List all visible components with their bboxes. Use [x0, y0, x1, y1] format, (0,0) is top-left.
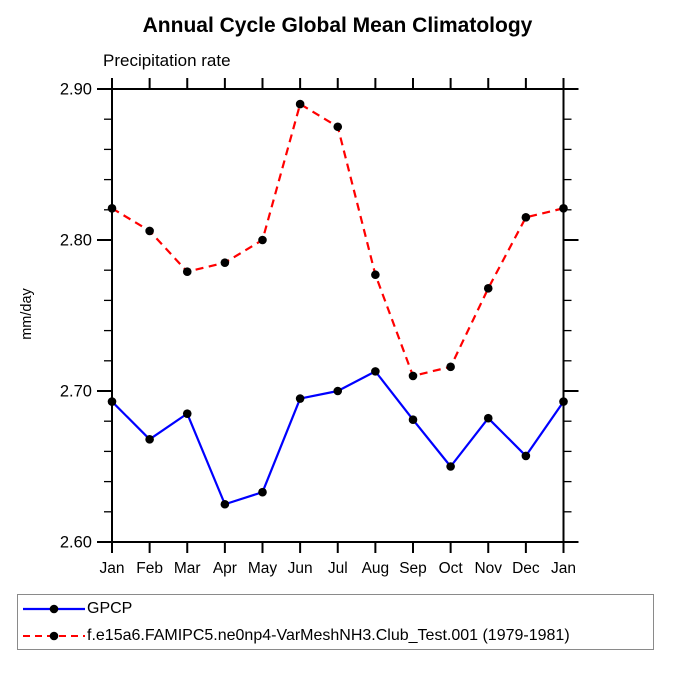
- chart-subtitle: Precipitation rate: [103, 51, 231, 70]
- legend-label-gpcp: GPCP: [87, 599, 133, 617]
- data-point-gpcp: [408, 415, 418, 424]
- data-point-model: [220, 258, 230, 267]
- data-point-model: [333, 122, 343, 132]
- data-point-model: [446, 362, 455, 372]
- x-tick-label: Nov: [474, 560, 502, 577]
- data-point-model: [408, 371, 418, 381]
- x-tick-label: Jul: [328, 560, 348, 577]
- data-point-gpcp: [258, 487, 267, 497]
- x-tick-label: Jan: [100, 560, 125, 577]
- data-point-model: [483, 284, 493, 293]
- y-tick-label: 2.90: [60, 81, 92, 99]
- y-tick-label: 2.60: [60, 534, 92, 552]
- legend-item-model: f.e15a6.FAMIPC5.ne0np4-VarMeshNH3.Club_T…: [18, 624, 653, 648]
- data-point-model: [295, 99, 305, 109]
- x-tick-label: Jun: [288, 560, 313, 577]
- data-point-model: [182, 267, 192, 277]
- data-point-gpcp: [371, 367, 380, 376]
- x-tick-label: Dec: [512, 560, 540, 577]
- plot-area: 2.60 2.70 2.80 2.90 Jan Feb Mar Apr May Jun Jul Aug…: [60, 78, 579, 577]
- data-point-model: [521, 213, 531, 222]
- x-tick-label: May: [248, 560, 278, 577]
- gpcp-sample-marker-icon: [49, 604, 59, 613]
- x-tick-label: Jan: [551, 560, 576, 577]
- data-point-model: [559, 203, 568, 213]
- data-point-gpcp: [145, 435, 154, 444]
- model-line-sample-icon: [23, 631, 85, 640]
- data-point-model: [258, 235, 267, 245]
- data-point-gpcp: [182, 409, 192, 418]
- data-point-gpcp: [521, 451, 531, 461]
- data-point-model: [145, 226, 154, 236]
- x-tick-label: Sep: [399, 560, 427, 577]
- data-point-gpcp: [559, 397, 568, 406]
- x-tick-label: Mar: [174, 560, 201, 577]
- y-tick-label: 2.80: [60, 232, 92, 250]
- data-point-model: [107, 203, 117, 213]
- plot-frame: [111, 88, 565, 543]
- x-tick-label: Aug: [362, 560, 390, 577]
- y-tick-label: 2.70: [60, 383, 92, 401]
- data-point-gpcp: [107, 397, 117, 406]
- data-point-gpcp: [446, 462, 455, 471]
- data-point-gpcp: [220, 499, 230, 509]
- legend-label-model: f.e15a6.FAMIPC5.ne0np4-VarMeshNH3.Club_T…: [87, 626, 570, 644]
- data-point-gpcp: [483, 413, 493, 423]
- data-point-model: [371, 270, 380, 280]
- gpcp-line-sample-icon: [23, 604, 85, 613]
- data-point-gpcp: [295, 394, 305, 403]
- legend-box: GPCP f.e15a6.FAMIPC5.ne0np4-VarMeshNH3.C…: [17, 594, 654, 650]
- chart-title: Annual Cycle Global Mean Climatology: [142, 14, 533, 37]
- legend-item-gpcp: GPCP: [18, 597, 653, 621]
- x-tick-label: Apr: [213, 560, 237, 577]
- series-line-model: [111, 102, 564, 377]
- x-tick-label: Feb: [136, 560, 163, 577]
- x-tick-label: Oct: [439, 560, 464, 577]
- model-sample-marker-icon: [49, 631, 59, 640]
- data-point-gpcp: [333, 386, 343, 396]
